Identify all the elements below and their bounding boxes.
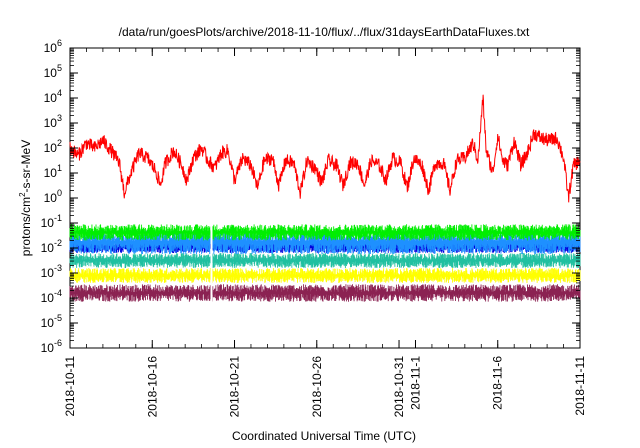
y-tick-label: 100	[44, 188, 62, 205]
y-tick-label: 104	[44, 88, 62, 105]
x-tick-label: 2018-10-31	[392, 356, 406, 418]
band-strokes	[69, 268, 581, 283]
chart-title: /data/run/goesPlots/archive/2018-11-10/f…	[119, 25, 530, 39]
y-tick-label: 10-4	[41, 288, 62, 305]
series-layer	[69, 94, 581, 303]
series-band-4	[69, 253, 581, 268]
x-tick-label: 2018-10-16	[145, 356, 159, 418]
y-axis-label-sup: 2	[18, 192, 27, 197]
x-tick-label: 2018-10-21	[228, 356, 242, 418]
y-axis: 10-6 10-5 10-4 10-3 10-2 10-1 100 101 102 103 104 1…	[41, 38, 580, 355]
x-tick-label: 2018-10-11	[63, 356, 77, 417]
x-axis-label: Coordinated Universal Time (UTC)	[232, 429, 416, 443]
y-axis-label: protons/cm2-s-sr-MeV	[18, 140, 33, 256]
y-tick-label: 102	[44, 138, 62, 155]
y-tick-label: 103	[44, 113, 62, 130]
x-tick-label: 2018-11-11	[573, 356, 587, 416]
y-axis-label-base: protons/cm	[19, 197, 33, 256]
data-gap	[210, 223, 213, 303]
y-axis-label-rest: -s-sr-MeV	[19, 140, 33, 193]
y-tick-label: 101	[44, 163, 62, 180]
y-tick-label: 10-3	[41, 263, 62, 280]
series-band-5	[69, 268, 581, 283]
y-tick-label: 10-1	[41, 213, 62, 230]
series-band-6	[69, 284, 581, 302]
y-tick-label: 106	[44, 38, 62, 55]
y-tick-label: 10-6	[41, 338, 62, 355]
x-axis: 2018-10-11 2018-10-16 2018-10-21 2018-10-26…	[63, 48, 587, 417]
plot-area: 10-6 10-5 10-4 10-3 10-2 10-1 100 101 102 103 104 1…	[41, 38, 587, 417]
plot-frame	[69, 47, 581, 349]
x-tick-label: 2018-11-1	[408, 356, 422, 410]
x-tick-label: 2018-11-6	[491, 356, 505, 410]
y-tick-label: 10-2	[41, 238, 62, 255]
band-strokes	[69, 253, 581, 268]
line-path	[69, 94, 581, 203]
x-tick-label: 2018-10-26	[310, 356, 324, 418]
band-strokes	[69, 284, 581, 302]
y-tick-label: 105	[44, 63, 62, 80]
y-tick-label: 10-5	[41, 313, 62, 330]
series-line-1	[69, 94, 581, 203]
